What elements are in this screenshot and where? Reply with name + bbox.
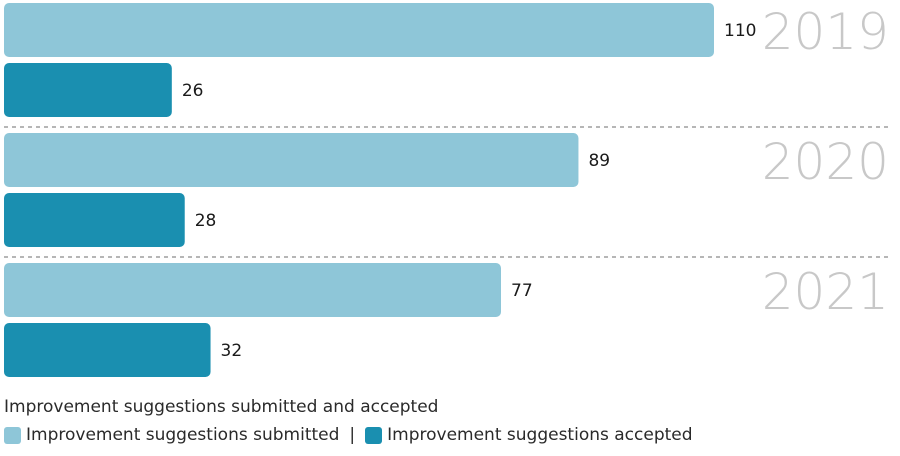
bar-accepted [4, 323, 211, 377]
value-label-accepted: 26 [182, 81, 204, 101]
bar-accepted [4, 63, 172, 117]
chart-title: Improvement suggestions submitted and ac… [4, 397, 439, 417]
legend-label-accepted: Improvement suggestions accepted [387, 425, 693, 445]
legend-swatch-accepted [365, 426, 383, 444]
year-label: 2020 [762, 133, 889, 191]
bar-submitted [4, 133, 579, 187]
bar-accepted [4, 193, 185, 247]
bar-submitted [4, 3, 714, 57]
bar-submitted [4, 263, 501, 317]
value-label-submitted: 77 [511, 281, 533, 301]
value-label-accepted: 32 [221, 341, 243, 361]
value-label-submitted: 110 [724, 21, 756, 41]
bar-chart: 2019 110 26 2020 89 28 2021 77 32 [4, 3, 890, 377]
value-label-accepted: 28 [195, 211, 217, 231]
legend: Improvement suggestions submitted | Impr… [4, 424, 693, 446]
value-label-submitted: 89 [588, 151, 610, 171]
legend-swatch-submitted [4, 426, 21, 444]
year-label: 2021 [762, 263, 889, 321]
year-label: 2019 [762, 3, 889, 61]
legend-label-submitted: Improvement suggestions submitted [26, 425, 340, 445]
legend-separator: | [349, 425, 356, 445]
